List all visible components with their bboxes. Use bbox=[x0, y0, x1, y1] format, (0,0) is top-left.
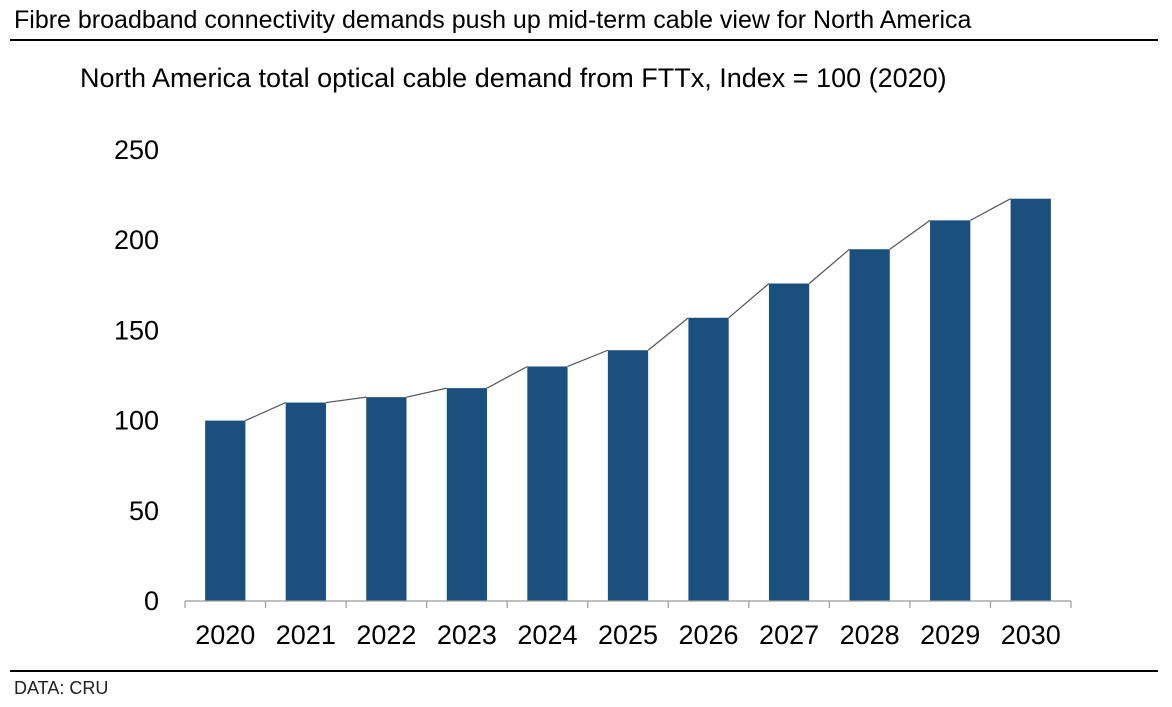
x-tick-label: 2029 bbox=[920, 620, 980, 650]
bar-2028 bbox=[849, 249, 890, 601]
connector-line bbox=[486, 365, 528, 389]
y-tick-label: 250 bbox=[114, 135, 159, 165]
y-tick-label: 50 bbox=[129, 496, 159, 526]
chart-headline: Fibre broadband connectivity demands pus… bbox=[14, 6, 972, 34]
x-tick-labels: 2020 2021 2022 2023 2024 2025 2026 2027 2028 2029… bbox=[195, 620, 1061, 650]
connector-line bbox=[647, 317, 689, 351]
bar-2020 bbox=[205, 420, 246, 601]
y-tick-labels: 0 50 100 150 200 250 bbox=[114, 135, 159, 616]
x-tick-label: 2022 bbox=[356, 620, 416, 650]
connector-line bbox=[245, 402, 286, 422]
bar-2024 bbox=[527, 366, 568, 601]
x-tick-label: 2030 bbox=[1001, 620, 1061, 650]
bars bbox=[205, 198, 1051, 601]
bar-2022 bbox=[366, 397, 407, 601]
connector-line bbox=[808, 248, 850, 284]
bar-2027 bbox=[768, 283, 810, 601]
connector-line bbox=[325, 396, 367, 404]
connector-line bbox=[567, 349, 609, 368]
connector-line bbox=[889, 219, 931, 250]
x-tick-label: 2027 bbox=[759, 620, 819, 650]
y-tick-label: 200 bbox=[114, 225, 159, 255]
x-tick-label: 2026 bbox=[679, 620, 739, 650]
bar-2021 bbox=[285, 402, 326, 601]
bar-2023 bbox=[446, 388, 488, 601]
bar-2026 bbox=[688, 317, 729, 601]
x-tick-label: 2020 bbox=[195, 620, 255, 650]
bar-2030 bbox=[1010, 198, 1051, 601]
y-tick-label: 0 bbox=[144, 586, 159, 616]
connector-lines bbox=[245, 198, 1011, 422]
x-tick-label: 2021 bbox=[276, 620, 336, 650]
connector-line bbox=[970, 198, 1011, 221]
chart-title: North America total optical cable demand… bbox=[80, 63, 947, 93]
top-divider bbox=[10, 39, 1158, 41]
bar-2025 bbox=[607, 350, 649, 601]
y-tick-label: 150 bbox=[114, 315, 159, 345]
source-note: DATA: CRU bbox=[14, 678, 109, 698]
x-tick-label: 2024 bbox=[517, 620, 577, 650]
x-tick-label: 2028 bbox=[840, 620, 900, 650]
x-tick-label: 2023 bbox=[437, 620, 497, 650]
connector-line bbox=[728, 283, 770, 319]
y-tick-label: 100 bbox=[114, 406, 159, 436]
bar-2029 bbox=[930, 220, 971, 601]
bottom-divider bbox=[10, 670, 1158, 672]
connector-line bbox=[406, 387, 447, 398]
x-axis bbox=[184, 600, 1072, 608]
x-tick-label: 2025 bbox=[598, 620, 658, 650]
